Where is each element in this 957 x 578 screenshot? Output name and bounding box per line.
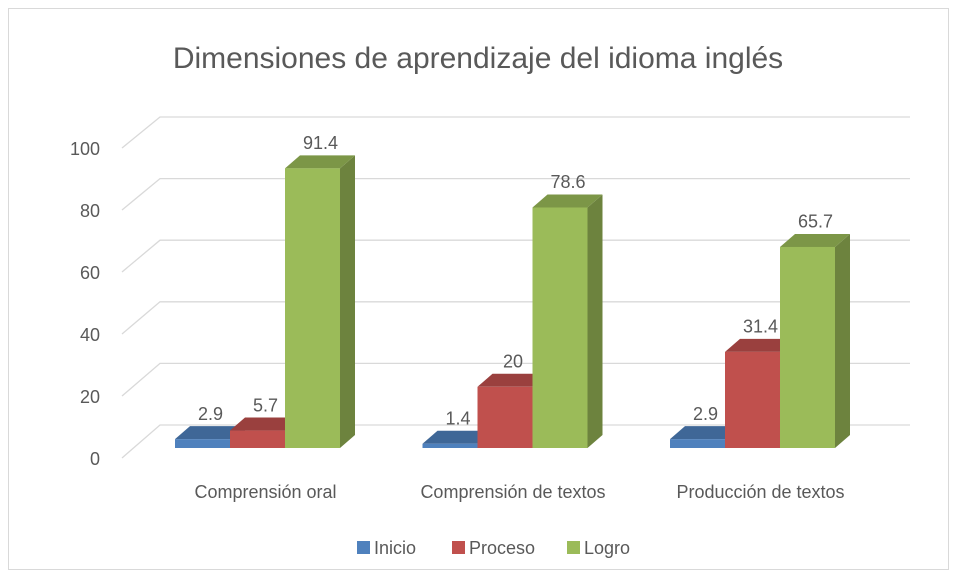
legend-swatch xyxy=(567,541,580,554)
x-tick-label: Producción de textos xyxy=(676,482,844,502)
bar-front xyxy=(230,430,285,448)
bar-front xyxy=(670,439,725,448)
bar-top xyxy=(477,373,548,387)
data-label: 31.4 xyxy=(743,317,778,337)
grid-line xyxy=(121,424,910,459)
x-tick-label: Comprensión de textos xyxy=(420,482,605,502)
bar-top xyxy=(780,233,850,247)
bar-front xyxy=(175,439,230,448)
data-label: 2.9 xyxy=(198,404,223,424)
data-label: 5.7 xyxy=(253,395,278,415)
data-label: 1.4 xyxy=(445,408,470,428)
data-label: 78.6 xyxy=(550,172,585,192)
data-label: 2.9 xyxy=(693,404,718,424)
grid-line xyxy=(121,301,910,335)
bar-front xyxy=(285,168,340,449)
y-tick-label: 80 xyxy=(80,201,100,221)
bar-top xyxy=(422,430,493,444)
bar xyxy=(285,155,355,449)
x-tick-label: Comprensión oral xyxy=(194,482,336,502)
bar-top xyxy=(725,338,795,352)
y-tick-label: 0 xyxy=(90,449,100,469)
bar-front xyxy=(532,207,588,448)
bar xyxy=(780,233,850,448)
grid-line xyxy=(121,239,910,273)
grid-line xyxy=(121,116,910,149)
legend-swatch xyxy=(357,541,370,554)
grid-line xyxy=(121,177,910,211)
bar-side xyxy=(587,194,603,448)
y-tick-label: 100 xyxy=(70,139,100,159)
bar-side xyxy=(340,155,355,449)
bar-front xyxy=(780,246,835,448)
bar-top xyxy=(175,426,245,440)
bar-top xyxy=(230,417,300,431)
bar-top xyxy=(285,155,355,169)
bar-front xyxy=(477,386,533,448)
legend-label: Proceso xyxy=(469,538,535,558)
legend-swatch xyxy=(452,541,465,554)
bar-side xyxy=(835,233,850,448)
y-tick-label: 20 xyxy=(80,387,100,407)
bar-top xyxy=(670,426,740,440)
y-tick-label: 60 xyxy=(80,263,100,283)
bar-front xyxy=(422,443,478,448)
data-label: 91.4 xyxy=(303,133,338,153)
data-label: 20 xyxy=(503,352,523,372)
bar-top xyxy=(532,194,603,208)
chart-title: Dimensiones de aprendizaje del idioma in… xyxy=(173,42,783,75)
legend-label: Logro xyxy=(584,538,630,558)
y-tick-label: 40 xyxy=(80,325,100,345)
legend-label: Inicio xyxy=(374,538,416,558)
bar xyxy=(532,194,603,448)
bar-front xyxy=(725,351,780,448)
grid-line xyxy=(121,362,910,397)
data-label: 65.7 xyxy=(798,212,833,232)
